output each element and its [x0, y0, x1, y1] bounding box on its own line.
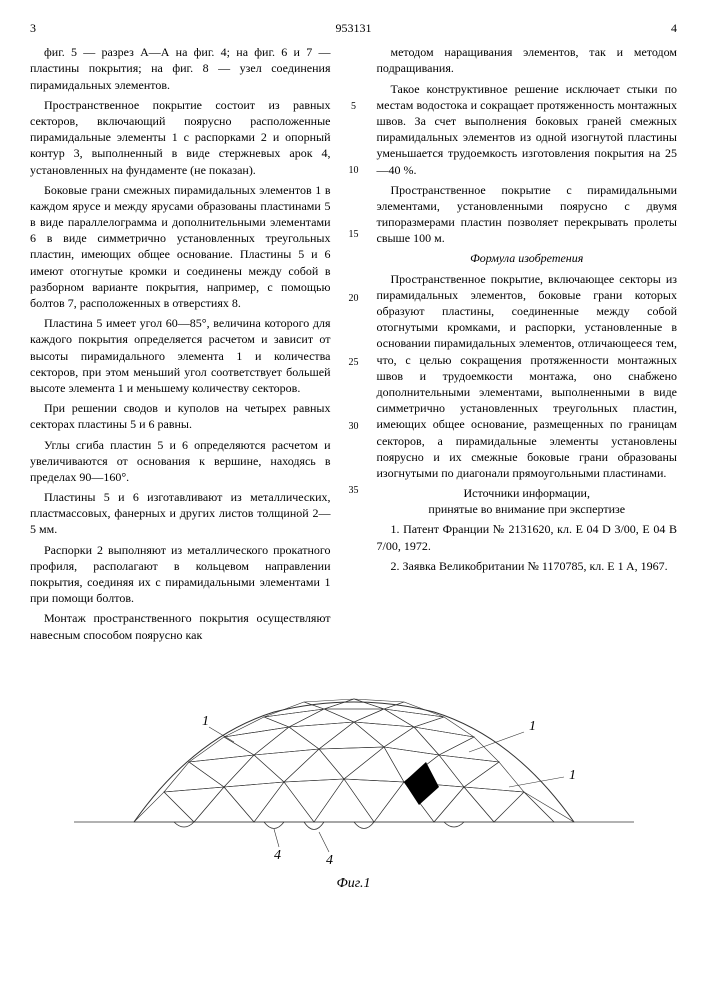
callout-label: 1: [569, 768, 576, 783]
left-column: фиг. 5 — разрез А—А на фиг. 4; на фиг. 6…: [30, 44, 331, 647]
sources-heading: Источники информации, принятые во вниман…: [377, 485, 678, 517]
paragraph: Пластины 5 и 6 изготавливают из металлич…: [30, 489, 331, 538]
figure-1: 1 1 1 4 4 Фиг.1: [30, 667, 677, 894]
line-number: 20: [347, 292, 361, 306]
paragraph: фиг. 5 — разрез А—А на фиг. 4; на фиг. 6…: [30, 44, 331, 93]
two-column-text: фиг. 5 — разрез А—А на фиг. 4; на фиг. 6…: [30, 44, 677, 647]
line-number: 35: [347, 484, 361, 498]
formula-heading: Формула изобретения: [377, 250, 678, 266]
formula-text: Пространственное покрытие, включающее се…: [377, 271, 678, 481]
paragraph: Распорки 2 выполняют из металлического п…: [30, 542, 331, 607]
paragraph: При решении сводов и куполов на четырех …: [30, 400, 331, 432]
line-number: 5: [347, 100, 361, 114]
page-header: 3 953131 4: [30, 20, 677, 36]
figure-label: Фиг.1: [30, 875, 677, 894]
dome-diagram-icon: 1 1 1 4 4: [74, 667, 634, 867]
line-number: 30: [347, 420, 361, 434]
line-number-gutter: 5 10 15 20 25 30 35: [347, 44, 361, 647]
paragraph: Боковые грани смежных пирамидальных элем…: [30, 182, 331, 312]
callout-label: 4: [326, 853, 333, 867]
paragraph: Монтаж пространственного покрытия осущес…: [30, 610, 331, 642]
right-column: методом наращивания элементов, так и мет…: [377, 44, 678, 647]
right-page-number: 4: [671, 20, 677, 36]
paragraph: Углы сгиба пластин 5 и 6 определяются ра…: [30, 437, 331, 486]
line-number: 15: [347, 228, 361, 242]
paragraph: Пластина 5 имеет угол 60—85°, величина к…: [30, 315, 331, 396]
callout-label: 4: [274, 848, 281, 863]
source-item: 2. Заявка Великобритании № 1170785, кл. …: [377, 558, 678, 574]
callout-label: 1: [202, 714, 209, 729]
callout-label: 1: [529, 719, 536, 734]
paragraph: Пространственное покрытие с пирамидальны…: [377, 182, 678, 247]
paragraph: Такое конструктивное решение исключает с…: [377, 81, 678, 178]
left-page-number: 3: [30, 20, 36, 36]
paragraph: Пространственное покрытие состоит из рав…: [30, 97, 331, 178]
document-number: 953131: [336, 20, 372, 36]
paragraph: методом наращивания элементов, так и мет…: [377, 44, 678, 76]
line-number: 10: [347, 164, 361, 178]
line-number: 25: [347, 356, 361, 370]
source-item: 1. Патент Франции № 2131620, кл. E 04 D …: [377, 521, 678, 553]
